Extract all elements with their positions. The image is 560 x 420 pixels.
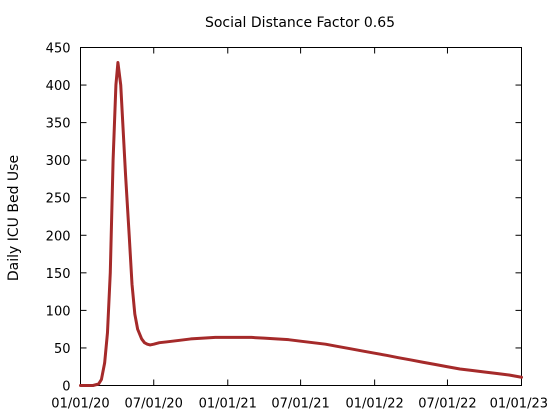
plot-frame [80, 47, 522, 386]
y-tick-label: 450 [46, 42, 71, 57]
x-tick-label: 01/01/22 [345, 397, 403, 412]
y-tick-label: 50 [54, 342, 71, 357]
series-group [79, 61, 523, 387]
x-tick-label: 07/01/20 [125, 397, 183, 412]
x-tick-label: 01/01/20 [51, 397, 109, 412]
x-tick-label: 07/01/21 [271, 397, 329, 412]
y-tick-label: 250 [46, 192, 71, 207]
y-tick-label: 150 [46, 267, 71, 282]
y-tick-label: 300 [46, 154, 71, 169]
x-tick-label: 01/01/21 [199, 397, 257, 412]
y-tick-label: 400 [46, 79, 71, 94]
y-tick-label: 200 [46, 229, 71, 244]
chart-title: Social Distance Factor 0.65 [205, 15, 395, 31]
series-line [79, 61, 523, 387]
x-tick-label: 01/01/23 [490, 397, 548, 412]
tick-labels: 0 50 100 150 200 250 300 350 400 450 01/01/20 07/01… [46, 42, 548, 412]
y-tick-label: 0 [62, 380, 70, 395]
y-axis-label: Daily ICU Bed Use [6, 155, 22, 281]
y-tick-label: 350 [46, 117, 71, 132]
x-tick-label: 07/01/22 [418, 397, 476, 412]
axis-ticks [80, 47, 522, 386]
y-tick-label: 100 [46, 304, 71, 319]
